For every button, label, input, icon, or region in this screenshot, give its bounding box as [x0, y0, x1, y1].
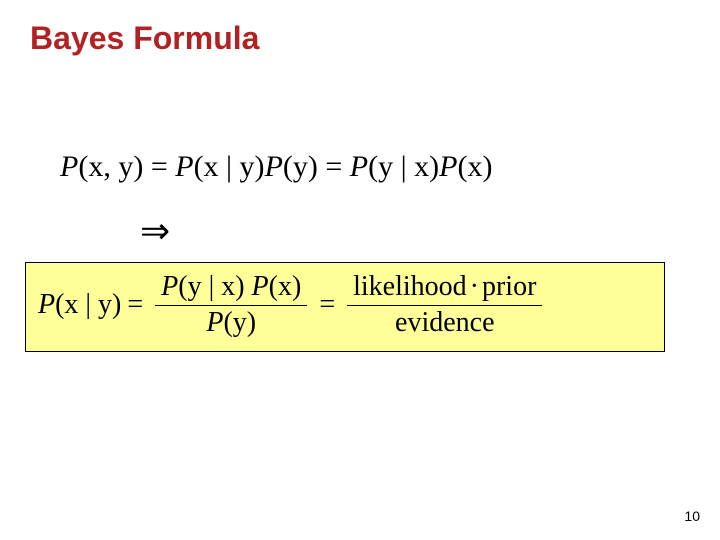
args: (y) — [283, 150, 318, 183]
args: (y | x) — [368, 150, 439, 183]
sym-P: P — [350, 150, 368, 183]
denominator: P(y) — [155, 306, 307, 339]
sym-P: P — [38, 289, 55, 321]
equation-bayes-formula: P(x | y) = P(y | x) P(x) P(y) = likeliho… — [38, 272, 548, 339]
equals: = — [318, 150, 350, 183]
args: (x | y) — [55, 289, 121, 321]
slide-title: Bayes Formula — [30, 20, 259, 57]
sym-P: P — [161, 271, 178, 302]
args: (y | x) — [178, 271, 244, 302]
numerator: P(y | x) P(x) — [155, 272, 307, 306]
args: (x | y) — [194, 150, 265, 183]
sym-P: P — [265, 150, 283, 183]
equals: = — [143, 150, 175, 183]
args: (x) — [269, 271, 302, 302]
sym-P: P — [206, 307, 223, 338]
args: (y) — [223, 307, 256, 338]
fraction-likelihood-prior-over-evidence-symbolic: P(y | x) P(x) P(y) — [155, 272, 307, 339]
sym-P: P — [60, 150, 78, 183]
space — [245, 271, 252, 302]
equals: = — [121, 289, 149, 321]
page-number: 10 — [684, 508, 700, 524]
sym-P: P — [252, 271, 269, 302]
sym-P: P — [439, 150, 457, 183]
numerator: likelihood·prior — [347, 272, 542, 306]
fraction-likelihood-prior-over-evidence-words: likelihood·prior evidence — [347, 272, 542, 339]
denominator: evidence — [347, 306, 542, 339]
slide: Bayes Formula P(x, y) = P(x | y)P(y) = P… — [0, 0, 720, 540]
args: (x) — [457, 150, 492, 183]
word-likelihood: likelihood — [353, 271, 467, 302]
equals: = — [313, 289, 341, 321]
implies-arrow-icon: ⇒ — [140, 210, 170, 252]
sym-P: P — [175, 150, 193, 183]
args: (x, y) — [78, 150, 143, 183]
equation-joint-probability: P(x, y) = P(x | y)P(y) = P(y | x)P(x) — [60, 150, 492, 184]
word-prior: prior — [482, 271, 536, 302]
cdot-icon: · — [467, 271, 482, 302]
